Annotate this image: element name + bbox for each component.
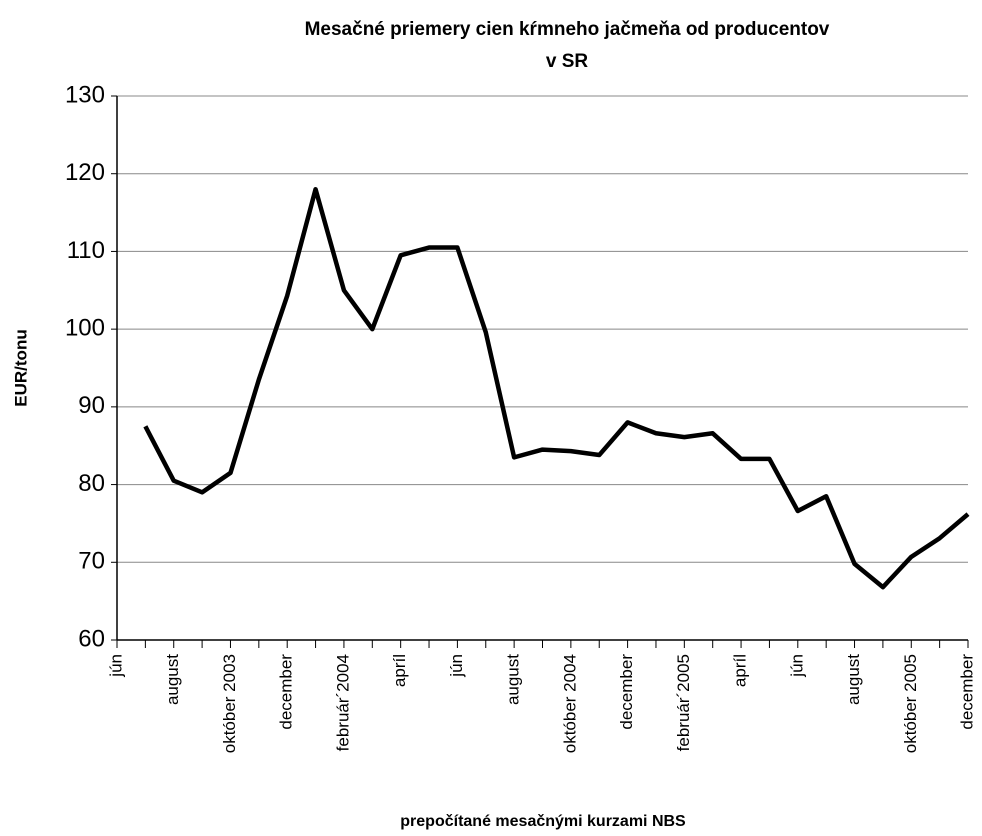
y-tick-label: 90 bbox=[78, 392, 105, 419]
x-tick-label: október 2005 bbox=[901, 654, 920, 753]
line-series bbox=[143, 187, 970, 590]
x-tick-label: august bbox=[844, 654, 863, 705]
x-tick-label: október 2003 bbox=[220, 654, 239, 753]
x-axis-label: prepočítané mesačnými kurzami NBS bbox=[400, 813, 686, 830]
x-tick-label: apríl bbox=[390, 654, 409, 687]
chart-title: Mesačné priemery cien kŕmneho jačmeňa od… bbox=[305, 19, 830, 40]
x-tick-label: december bbox=[617, 654, 636, 730]
y-tick-label: 120 bbox=[65, 159, 105, 186]
x-tick-label: august bbox=[163, 654, 182, 705]
y-axis-label: EUR/tonu bbox=[11, 329, 30, 406]
y-tick-label: 110 bbox=[67, 237, 105, 264]
y-tick-label: 60 bbox=[78, 625, 105, 652]
x-tick-label: február´2004 bbox=[333, 654, 352, 751]
x-tick-label: jún bbox=[106, 654, 125, 678]
x-tick-label: apríl bbox=[731, 654, 750, 687]
y-tick-label: 80 bbox=[78, 470, 105, 497]
x-tick-label: december bbox=[957, 654, 976, 730]
y-tick-label: 130 bbox=[65, 81, 105, 108]
x-tick-label: jún bbox=[447, 654, 466, 678]
y-tick-label: 70 bbox=[78, 548, 105, 575]
x-tick-label: december bbox=[277, 654, 296, 730]
y-tick-label: 100 bbox=[65, 314, 105, 341]
x-tick-label: október 2004 bbox=[560, 654, 579, 753]
x-tick-label: august bbox=[504, 654, 523, 705]
x-tick-label: jún bbox=[787, 654, 806, 678]
x-tick-label: február´2005 bbox=[674, 654, 693, 751]
chart-title: v SR bbox=[546, 51, 589, 72]
